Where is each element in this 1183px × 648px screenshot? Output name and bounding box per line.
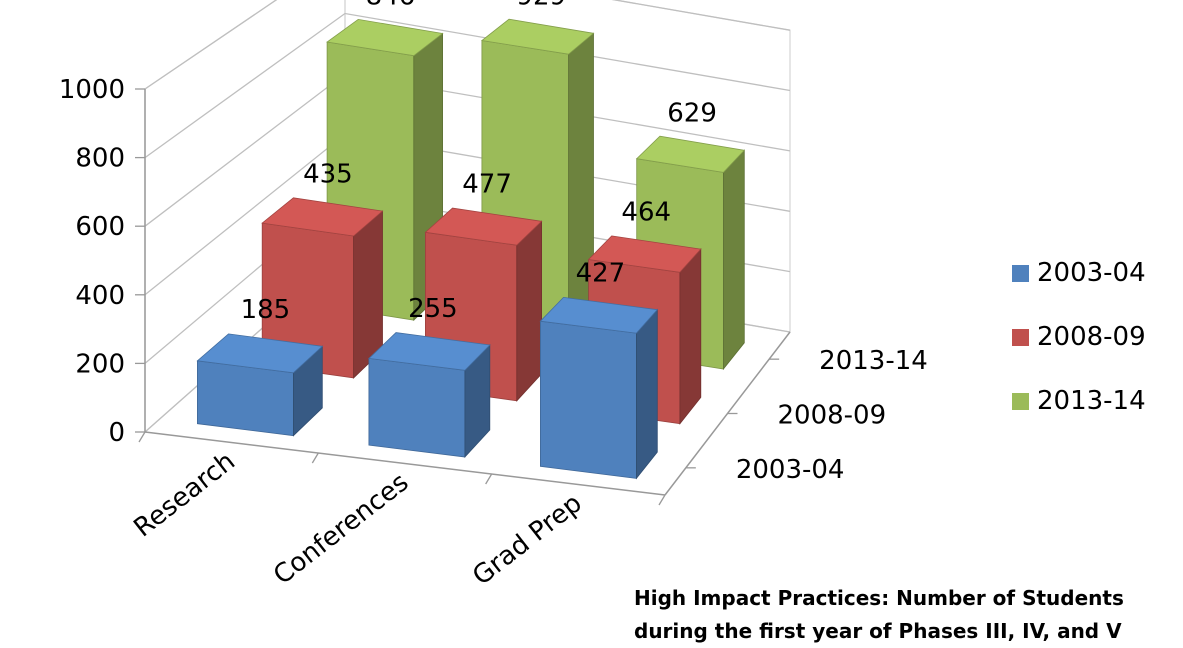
y-tick-label: 1000: [59, 75, 125, 105]
legend-swatch-2003-04: [1012, 264, 1029, 282]
bar-front-face: [540, 320, 637, 479]
bar-top-face: [424, 207, 543, 246]
gridline: [144, 0, 791, 90]
bar-2003-04-research: [196, 333, 324, 437]
y-tick-label: 600: [75, 212, 125, 242]
data-label: 185: [241, 295, 291, 325]
bar-2003-04-conferences: [368, 332, 491, 459]
x-tick: [138, 431, 146, 443]
chart-caption-line-2: during the first year of Phases III, IV,…: [634, 619, 1122, 643]
bar-side-face: [636, 308, 658, 480]
legend-label-2003-04: 2003-04: [1037, 258, 1146, 288]
bar-top-face: [635, 135, 746, 173]
x-axis-line: [144, 431, 666, 496]
depth-tick-label: 2008-09: [778, 401, 887, 431]
y-tick-label: 200: [75, 349, 125, 379]
x-tick: [485, 473, 493, 485]
bar-front-face: [368, 357, 466, 458]
data-label: 629: [667, 98, 717, 128]
bar-front-face: [196, 360, 294, 437]
data-label: 477: [462, 170, 512, 200]
x-tick-label: Research: [129, 446, 241, 543]
bar-top-face: [368, 332, 491, 371]
bars: [196, 18, 746, 480]
bar-top-face: [196, 333, 324, 374]
bar-top-face: [587, 235, 702, 273]
legend-item-2003-04: 2003-04: [1012, 256, 1146, 290]
data-label: 846: [366, 0, 416, 11]
gridline: [144, 12, 791, 159]
bar-top-face: [261, 197, 384, 237]
data-label: 255: [408, 294, 458, 324]
legend-swatch-2013-14: [1012, 392, 1029, 410]
chart: 0 200 400 600 800 1000 Research Conferences Gra…: [59, 0, 928, 592]
depth-tick-label: 2013-14: [819, 346, 928, 376]
data-label: 929: [516, 0, 566, 11]
legend-label-2013-14: 2013-14: [1037, 386, 1146, 416]
x-tick-label: Grad Prep: [467, 488, 587, 591]
legend-item-2013-14: 2013-14: [1012, 384, 1146, 418]
bar-side-face: [679, 248, 702, 425]
y-tick-label: 800: [75, 144, 125, 174]
x-tick: [658, 494, 666, 506]
y-tick-label: 400: [75, 281, 125, 311]
legend: 2003-04 2008-09 2013-14: [1012, 256, 1146, 448]
legend-label-2008-09: 2008-09: [1037, 322, 1146, 352]
chart-caption-line-1: High Impact Practices: Number of Student…: [634, 586, 1124, 610]
axes: 0 200 400 600 800 1000: [59, 75, 791, 506]
bar-2008-09-research: [261, 197, 384, 379]
bar-top-face: [326, 18, 444, 57]
bar-top-face: [480, 18, 595, 55]
data-label: 464: [621, 197, 671, 227]
legend-swatch-2008-09: [1012, 328, 1029, 346]
x-tick: [311, 452, 319, 464]
data-label: 435: [303, 159, 353, 189]
bar-2003-04-grad-prep: [539, 296, 659, 480]
legend-item-2008-09: 2008-09: [1012, 320, 1146, 354]
bar-top-face: [539, 296, 659, 334]
depth-tick-label: 2003-04: [736, 455, 845, 485]
y-tick-label: 0: [108, 418, 125, 448]
bar-side-face: [516, 220, 542, 402]
chart-caption: High Impact Practices: Number of Student…: [634, 582, 1183, 648]
bar-side-face: [723, 149, 745, 371]
x-tick-label: Conferences: [268, 467, 414, 590]
data-label: 427: [576, 259, 626, 289]
